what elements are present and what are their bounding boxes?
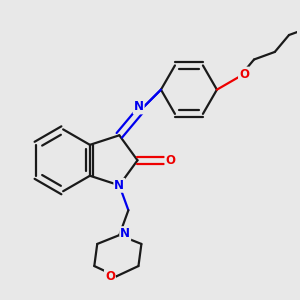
Text: O: O [105, 270, 115, 283]
Text: N: N [114, 179, 124, 192]
Text: O: O [239, 68, 249, 81]
Text: O: O [166, 154, 176, 167]
Text: N: N [134, 100, 144, 113]
Text: N: N [120, 227, 130, 240]
